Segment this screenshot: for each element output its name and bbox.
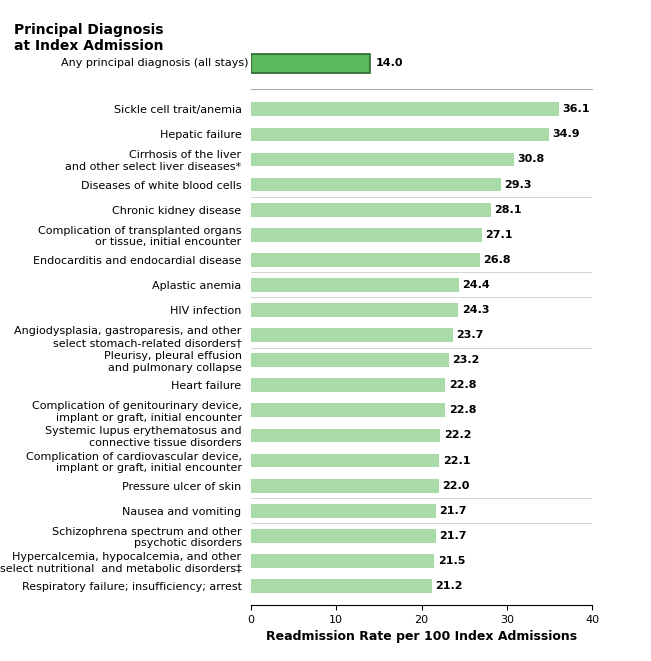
- Text: 22.2: 22.2: [444, 430, 471, 440]
- Text: 22.0: 22.0: [442, 481, 469, 490]
- Bar: [251, 329, 453, 342]
- Text: 21.7: 21.7: [439, 531, 467, 541]
- Text: 26.8: 26.8: [483, 255, 510, 265]
- Bar: [251, 54, 370, 73]
- X-axis label: Readmission Rate per 100 Index Admissions: Readmission Rate per 100 Index Admission…: [266, 630, 577, 643]
- Text: Any principal diagnosis (all stays): Any principal diagnosis (all stays): [61, 58, 249, 69]
- Text: 27.1: 27.1: [486, 230, 513, 240]
- Text: 22.8: 22.8: [449, 380, 477, 390]
- Bar: [251, 178, 501, 192]
- Text: 24.3: 24.3: [462, 305, 489, 315]
- Bar: [251, 479, 439, 492]
- Text: 34.9: 34.9: [552, 130, 580, 139]
- Text: 28.1: 28.1: [494, 205, 521, 215]
- Bar: [251, 554, 434, 568]
- Text: 21.5: 21.5: [437, 556, 465, 566]
- Bar: [251, 403, 445, 417]
- Text: 30.8: 30.8: [518, 155, 544, 165]
- Text: 21.2: 21.2: [435, 581, 463, 591]
- Bar: [251, 453, 439, 467]
- Text: 24.4: 24.4: [462, 280, 490, 290]
- Bar: [251, 253, 480, 267]
- Text: 22.1: 22.1: [443, 455, 471, 465]
- Bar: [251, 128, 549, 141]
- Bar: [251, 353, 449, 367]
- Text: Principal Diagnosis
at Index Admission: Principal Diagnosis at Index Admission: [14, 23, 164, 54]
- Bar: [251, 278, 459, 292]
- Bar: [251, 378, 445, 392]
- Text: 14.0: 14.0: [376, 58, 403, 69]
- Bar: [251, 504, 436, 518]
- Bar: [251, 203, 491, 217]
- Text: 21.7: 21.7: [439, 506, 467, 516]
- Bar: [251, 303, 458, 317]
- Text: 22.8: 22.8: [449, 405, 477, 415]
- Text: 23.2: 23.2: [452, 355, 480, 365]
- Bar: [251, 228, 482, 242]
- Bar: [251, 529, 436, 543]
- Bar: [251, 579, 432, 593]
- Bar: [251, 428, 440, 442]
- Text: 36.1: 36.1: [562, 104, 590, 114]
- Bar: [251, 153, 514, 167]
- Text: 29.3: 29.3: [505, 180, 532, 190]
- Bar: [251, 102, 559, 116]
- Text: 23.7: 23.7: [456, 330, 484, 340]
